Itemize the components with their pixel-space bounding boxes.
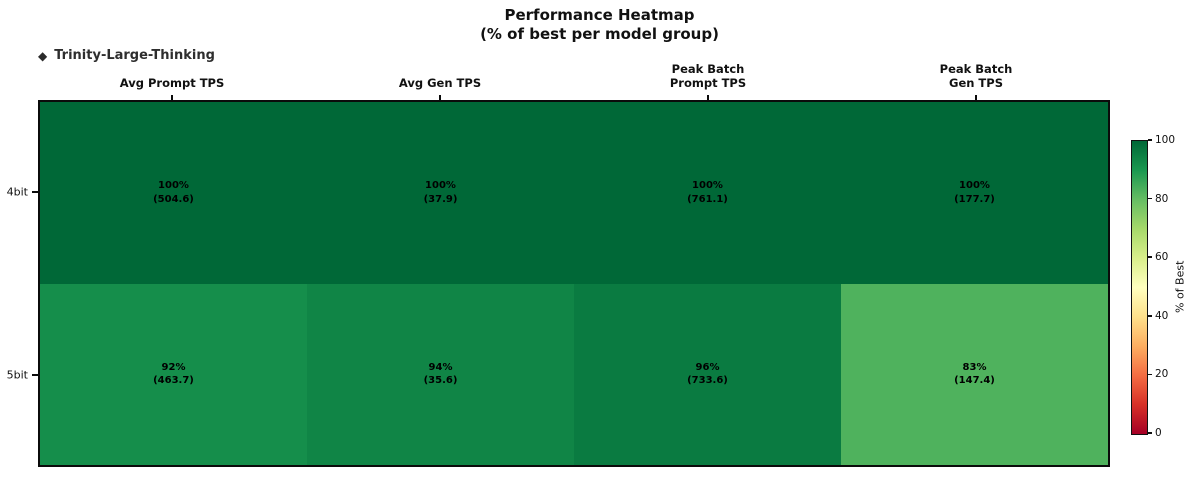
colorbar-label: % of Best bbox=[1173, 260, 1187, 313]
colorbar-tick bbox=[1148, 139, 1152, 141]
cell-percent: 94% bbox=[428, 361, 453, 373]
heatmap-cell: 100% (504.6) bbox=[40, 102, 307, 284]
colorbar-tick-label: 100 bbox=[1155, 134, 1176, 146]
heatmap-cell: 92% (463.7) bbox=[40, 283, 307, 465]
colorbar-tick bbox=[1148, 256, 1152, 258]
row-label: 4bit bbox=[6, 185, 28, 199]
x-axis-tick bbox=[975, 95, 977, 100]
column-headers: Avg Prompt TPS Avg Gen TPS Peak Batch Prom… bbox=[38, 56, 1110, 96]
cell-value: (177.7) bbox=[954, 193, 995, 205]
heatmap-cell: 100% (37.9) bbox=[307, 102, 574, 284]
y-axis-tick bbox=[32, 190, 38, 193]
heatmap-cell: 100% (761.1) bbox=[574, 102, 841, 284]
cell-value: (733.6) bbox=[687, 375, 728, 387]
heatmap-cell: 96% (733.6) bbox=[574, 283, 841, 465]
chart-title-line1: Performance Heatmap bbox=[504, 6, 695, 24]
cell-percent: 92% bbox=[161, 361, 186, 373]
colorbar-tick-label: 40 bbox=[1155, 309, 1169, 322]
cell-percent: 100% bbox=[425, 180, 456, 192]
cell-value: (35.6) bbox=[423, 375, 458, 387]
cell-percent: 100% bbox=[692, 180, 723, 192]
colorbar bbox=[1131, 140, 1148, 435]
heatmap-cell: 83% (147.4) bbox=[841, 283, 1108, 465]
cell-percent: 96% bbox=[695, 361, 720, 373]
colorbar-tick-label: 80 bbox=[1155, 192, 1169, 205]
chart-title-line2: (% of best per model group) bbox=[480, 24, 719, 43]
cell-value: (37.9) bbox=[423, 193, 458, 205]
colorbar-tick bbox=[1148, 315, 1152, 317]
colorbar-tick-label: 60 bbox=[1155, 251, 1169, 264]
column-header: Avg Prompt TPS bbox=[119, 76, 225, 91]
heatmap-plot: 100% (504.6) 100% (37.9) 100% (761.1) 100% (177… bbox=[38, 100, 1110, 467]
cell-value: (463.7) bbox=[153, 375, 194, 387]
colorbar-tick-label: 0 bbox=[1155, 427, 1162, 439]
chart-title: Performance Heatmap (% of best per model… bbox=[0, 6, 1199, 44]
heatmap-cell: 94% (35.6) bbox=[307, 283, 574, 465]
cell-percent: 100% bbox=[959, 180, 990, 192]
row-label: 5bit bbox=[6, 368, 28, 382]
column-header: Peak Batch Prompt TPS bbox=[669, 62, 747, 91]
heatmap-cell: 100% (177.7) bbox=[841, 102, 1108, 284]
x-axis-tick bbox=[707, 95, 709, 100]
cell-value: (504.6) bbox=[153, 193, 194, 205]
cell-value: (147.4) bbox=[954, 375, 995, 387]
legend: ◆ Trinity-Large-Thinking bbox=[38, 48, 215, 63]
colorbar-tick-label: 20 bbox=[1155, 368, 1169, 381]
cell-value: (761.1) bbox=[687, 193, 728, 205]
colorbar-tick bbox=[1148, 432, 1152, 434]
column-header: Avg Gen TPS bbox=[398, 76, 482, 91]
colorbar-tick bbox=[1148, 373, 1152, 376]
cell-percent: 83% bbox=[962, 361, 987, 373]
cell-percent: 100% bbox=[158, 180, 189, 192]
legend-label: Trinity-Large-Thinking bbox=[54, 48, 215, 63]
y-axis-tick bbox=[32, 374, 38, 377]
column-header: Peak Batch Gen TPS bbox=[939, 62, 1013, 91]
colorbar-tick bbox=[1148, 197, 1152, 200]
heatmap-grid: 100% (504.6) 100% (37.9) 100% (761.1) 100% (177… bbox=[40, 102, 1108, 465]
x-axis-tick bbox=[171, 95, 173, 100]
diamond-marker-icon: ◆ bbox=[38, 48, 48, 63]
x-axis-tick bbox=[439, 95, 441, 100]
